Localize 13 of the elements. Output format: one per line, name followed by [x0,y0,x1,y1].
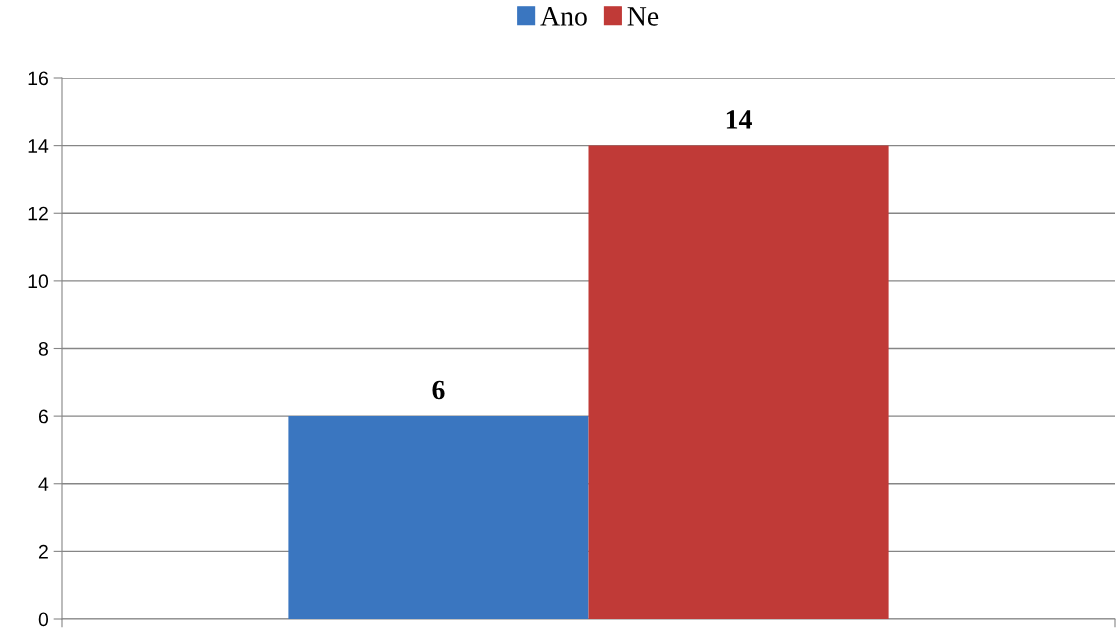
y-tick-label: 14 [28,139,49,153]
legend-label: Ne [627,7,659,26]
y-tick-label: 12 [28,206,48,221]
data-label: 6 [432,380,445,400]
legend-label: Ano [540,7,587,26]
y-tick-label: 4 [38,477,49,491]
y-tick-label: 0 [38,612,49,627]
y-tick-label: 2 [38,544,48,559]
y-tick-label: 10 [28,274,49,289]
y-tick-label: 6 [38,409,48,424]
y-tick-label: 16 [28,71,48,86]
y-tick-label: 8 [38,341,48,356]
data-label: 14 [726,110,752,129]
